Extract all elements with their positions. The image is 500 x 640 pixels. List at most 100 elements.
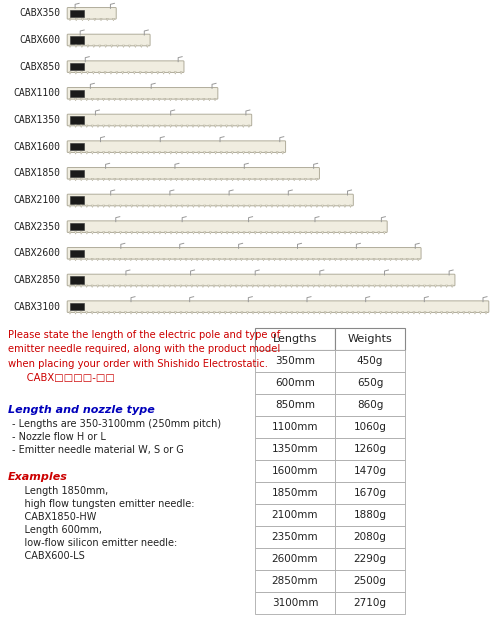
Polygon shape xyxy=(192,232,194,234)
Polygon shape xyxy=(334,259,336,261)
Polygon shape xyxy=(125,125,127,127)
Text: 1600mm: 1600mm xyxy=(272,466,318,476)
Polygon shape xyxy=(180,312,182,314)
Polygon shape xyxy=(268,312,271,314)
Polygon shape xyxy=(291,312,293,314)
Polygon shape xyxy=(141,312,143,314)
Polygon shape xyxy=(180,125,183,127)
Polygon shape xyxy=(384,232,386,234)
Polygon shape xyxy=(69,152,71,154)
Polygon shape xyxy=(208,312,210,314)
Polygon shape xyxy=(163,259,165,261)
Polygon shape xyxy=(248,232,250,234)
Polygon shape xyxy=(237,179,240,181)
Polygon shape xyxy=(237,205,240,207)
Polygon shape xyxy=(284,259,286,261)
Polygon shape xyxy=(385,312,388,314)
Polygon shape xyxy=(86,99,88,101)
Polygon shape xyxy=(125,179,127,181)
Polygon shape xyxy=(215,232,217,234)
Polygon shape xyxy=(91,312,94,314)
Bar xyxy=(335,460,405,482)
Polygon shape xyxy=(187,232,189,234)
Polygon shape xyxy=(168,259,170,261)
Polygon shape xyxy=(226,179,228,181)
Polygon shape xyxy=(136,312,138,314)
Polygon shape xyxy=(224,312,226,314)
Polygon shape xyxy=(100,19,102,21)
Polygon shape xyxy=(116,72,118,74)
Polygon shape xyxy=(435,312,437,314)
Polygon shape xyxy=(104,45,107,47)
Polygon shape xyxy=(125,232,127,234)
Polygon shape xyxy=(86,125,88,127)
Bar xyxy=(255,504,335,526)
Bar xyxy=(70,36,84,44)
Polygon shape xyxy=(80,152,82,154)
Polygon shape xyxy=(262,259,264,261)
Polygon shape xyxy=(181,232,184,234)
Polygon shape xyxy=(412,259,414,261)
Polygon shape xyxy=(390,259,392,261)
Polygon shape xyxy=(147,125,150,127)
Polygon shape xyxy=(202,312,204,314)
Polygon shape xyxy=(299,205,301,207)
Polygon shape xyxy=(474,312,476,314)
Polygon shape xyxy=(69,99,71,101)
Polygon shape xyxy=(294,205,296,207)
Polygon shape xyxy=(355,232,358,234)
Polygon shape xyxy=(86,259,87,261)
Polygon shape xyxy=(276,152,278,154)
Polygon shape xyxy=(282,232,284,234)
Polygon shape xyxy=(148,205,150,207)
Polygon shape xyxy=(130,125,132,127)
Polygon shape xyxy=(74,312,76,314)
Polygon shape xyxy=(130,99,132,101)
Polygon shape xyxy=(102,312,104,314)
Polygon shape xyxy=(181,205,184,207)
Polygon shape xyxy=(153,179,155,181)
Polygon shape xyxy=(108,99,110,101)
Text: CABX2600: CABX2600 xyxy=(13,248,60,259)
Polygon shape xyxy=(92,205,94,207)
Polygon shape xyxy=(185,285,188,287)
Polygon shape xyxy=(181,179,183,181)
Text: Length and nozzle type: Length and nozzle type xyxy=(8,405,155,415)
Polygon shape xyxy=(350,205,352,207)
Polygon shape xyxy=(69,19,71,21)
Polygon shape xyxy=(86,152,88,154)
Polygon shape xyxy=(362,285,364,287)
Polygon shape xyxy=(340,312,343,314)
Bar xyxy=(70,250,84,257)
Bar xyxy=(335,570,405,592)
Polygon shape xyxy=(86,72,88,74)
Polygon shape xyxy=(114,99,116,101)
Polygon shape xyxy=(158,99,160,101)
Polygon shape xyxy=(346,285,348,287)
Polygon shape xyxy=(318,285,320,287)
Polygon shape xyxy=(368,285,370,287)
Polygon shape xyxy=(130,179,133,181)
Polygon shape xyxy=(413,312,415,314)
Polygon shape xyxy=(175,99,177,101)
Polygon shape xyxy=(120,232,122,234)
Text: 1350mm: 1350mm xyxy=(272,444,318,454)
Polygon shape xyxy=(207,259,210,261)
Polygon shape xyxy=(271,205,273,207)
Polygon shape xyxy=(102,179,104,181)
Polygon shape xyxy=(146,259,148,261)
Polygon shape xyxy=(412,285,414,287)
Polygon shape xyxy=(368,312,370,314)
Polygon shape xyxy=(92,45,95,47)
Polygon shape xyxy=(318,312,320,314)
Text: 850mm: 850mm xyxy=(275,400,315,410)
Polygon shape xyxy=(352,285,354,287)
Polygon shape xyxy=(80,205,82,207)
Polygon shape xyxy=(276,205,278,207)
Polygon shape xyxy=(232,152,234,154)
Text: CABX600-LS: CABX600-LS xyxy=(12,551,85,561)
Polygon shape xyxy=(234,259,237,261)
Polygon shape xyxy=(282,152,284,154)
Polygon shape xyxy=(197,99,200,101)
Bar xyxy=(255,350,335,372)
